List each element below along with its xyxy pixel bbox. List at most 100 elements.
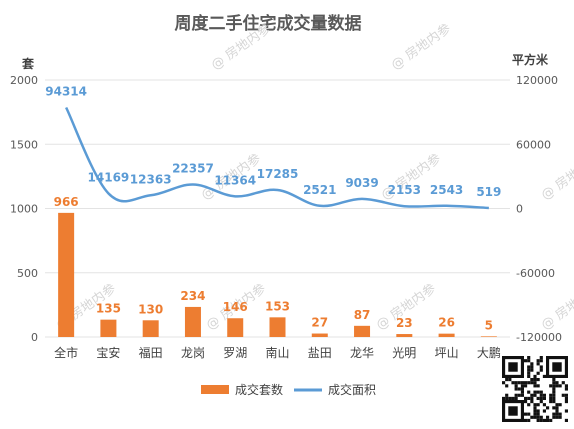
qr-module <box>527 359 531 363</box>
line-data-label: 2543 <box>430 183 463 197</box>
qr-module <box>536 403 540 407</box>
qr-module <box>552 400 556 404</box>
line-data-label: 9039 <box>345 176 378 190</box>
qr-module <box>505 378 509 382</box>
qr-module <box>564 418 568 422</box>
left-tick-label: 0 <box>31 331 38 344</box>
bar-data-label: 146 <box>223 300 248 314</box>
qr-module <box>527 403 531 407</box>
qr-module <box>533 390 537 394</box>
qr-module <box>552 406 556 410</box>
qr-module <box>505 384 509 388</box>
bar-series <box>58 212 497 337</box>
qr-module <box>527 396 531 400</box>
qr-module <box>552 393 556 397</box>
qr-module <box>527 356 531 360</box>
qr-module <box>555 381 559 385</box>
qr-module <box>542 396 546 400</box>
qr-module <box>536 371 540 375</box>
category-label: 罗湖 <box>223 345 247 360</box>
qr-module <box>558 412 562 416</box>
bar-data-label: 966 <box>54 195 79 209</box>
bar-data-label: 26 <box>438 316 455 330</box>
category-label: 福田 <box>139 345 163 360</box>
qr-module <box>549 418 553 422</box>
qr-module <box>517 393 521 397</box>
qr-module <box>536 412 540 416</box>
bar <box>354 325 371 337</box>
qr-module <box>520 393 524 397</box>
qr-module <box>533 384 537 388</box>
qr-module <box>564 393 568 397</box>
qr-module <box>564 387 568 391</box>
qr-module <box>533 378 537 382</box>
bar <box>438 333 455 337</box>
qr-module <box>514 396 518 400</box>
category-label: 盐田 <box>308 346 332 360</box>
qr-module <box>539 400 543 404</box>
bar-data-label: 87 <box>354 308 371 322</box>
bar <box>100 319 117 337</box>
qr-code-image <box>500 354 570 424</box>
qr-module <box>536 418 540 422</box>
legend-label-line: 成交面积 <box>328 382 376 397</box>
qr-module <box>536 359 540 363</box>
qr-module <box>539 365 543 369</box>
qr-module <box>542 409 546 413</box>
qr-module <box>533 393 537 397</box>
qr-module <box>527 368 531 372</box>
qr-module <box>539 393 543 397</box>
bar-data-label: 130 <box>138 302 163 316</box>
qr-module <box>520 381 524 385</box>
qr-module <box>539 415 543 419</box>
bar <box>269 317 286 337</box>
qr-module <box>527 371 531 375</box>
qr-module <box>536 378 540 382</box>
line-data-label: 12363 <box>130 172 172 186</box>
qr-module <box>536 396 540 400</box>
qr-module <box>555 415 559 419</box>
qr-module <box>530 368 534 372</box>
qr-module <box>520 390 524 394</box>
qr-module <box>505 396 509 400</box>
left-axis-title: 套 <box>21 56 35 71</box>
bar <box>58 212 75 337</box>
qr-module <box>505 393 509 397</box>
chart-title: 周度二手住宅成交量数据 <box>175 13 362 34</box>
qr-finder-core <box>552 362 562 372</box>
qr-module <box>552 396 556 400</box>
legend: 成交套数 成交面积 <box>201 382 376 397</box>
qr-module <box>542 418 546 422</box>
qr-module <box>539 418 543 422</box>
line-data-label: 14169 <box>88 170 130 184</box>
qr-module <box>514 384 518 388</box>
qr-module <box>524 396 528 400</box>
line-data-label: 94314 <box>45 85 87 99</box>
qr-module <box>533 406 537 410</box>
qr-module <box>524 359 528 363</box>
right-tick-label: -60000 <box>516 267 555 280</box>
qr-module <box>564 400 568 404</box>
bar-data-label: 234 <box>180 289 205 303</box>
right-tick-label: 60000 <box>516 138 551 151</box>
bar <box>184 306 201 337</box>
legend-swatch-bar <box>201 385 229 394</box>
qr-module <box>539 396 543 400</box>
bar <box>480 336 497 337</box>
qr-module <box>530 396 534 400</box>
qr-module <box>524 418 528 422</box>
qr-module <box>539 368 543 372</box>
line-series <box>65 106 489 210</box>
qr-module <box>514 393 518 397</box>
qr-module <box>530 365 534 369</box>
qr-module <box>552 412 556 416</box>
qr-module <box>533 412 537 416</box>
qr-module <box>524 412 528 416</box>
bar <box>227 318 244 337</box>
left-tick-label: 1500 <box>10 138 38 151</box>
qr-module <box>536 390 540 394</box>
line-data-label: 2153 <box>388 183 421 197</box>
qr-module <box>533 381 537 385</box>
qr-module <box>527 418 531 422</box>
